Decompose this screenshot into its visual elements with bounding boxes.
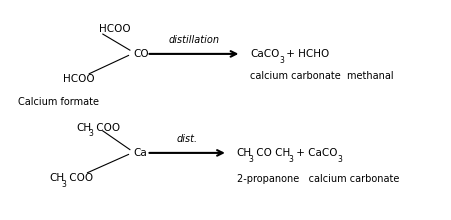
- Text: 3: 3: [288, 155, 293, 163]
- Text: 3: 3: [249, 155, 253, 163]
- Text: CaCO: CaCO: [250, 49, 280, 59]
- Text: COO: COO: [93, 123, 120, 133]
- Text: Ca: Ca: [133, 148, 147, 158]
- Text: Calcium formate: Calcium formate: [18, 97, 99, 107]
- Text: CH: CH: [77, 123, 92, 133]
- Text: distillation: distillation: [168, 35, 220, 45]
- Text: HCOO: HCOO: [99, 24, 131, 34]
- Text: 3: 3: [61, 180, 66, 189]
- Text: 3: 3: [338, 155, 343, 163]
- Text: 2-propanone   calcium carbonate: 2-propanone calcium carbonate: [237, 174, 399, 184]
- Text: CH: CH: [50, 173, 65, 183]
- Text: 3: 3: [279, 56, 284, 64]
- Text: 3: 3: [88, 129, 93, 138]
- Text: CO CH: CO CH: [253, 148, 290, 158]
- Text: CO: CO: [133, 49, 149, 59]
- Text: calcium carbonate  methanal: calcium carbonate methanal: [250, 71, 394, 81]
- Text: + HCHO: + HCHO: [283, 49, 330, 59]
- Text: CH: CH: [237, 148, 252, 158]
- Text: COO: COO: [66, 173, 93, 183]
- Text: + CaCO: + CaCO: [293, 148, 337, 158]
- Text: dist.: dist.: [177, 134, 198, 144]
- Text: HCOO: HCOO: [63, 74, 95, 84]
